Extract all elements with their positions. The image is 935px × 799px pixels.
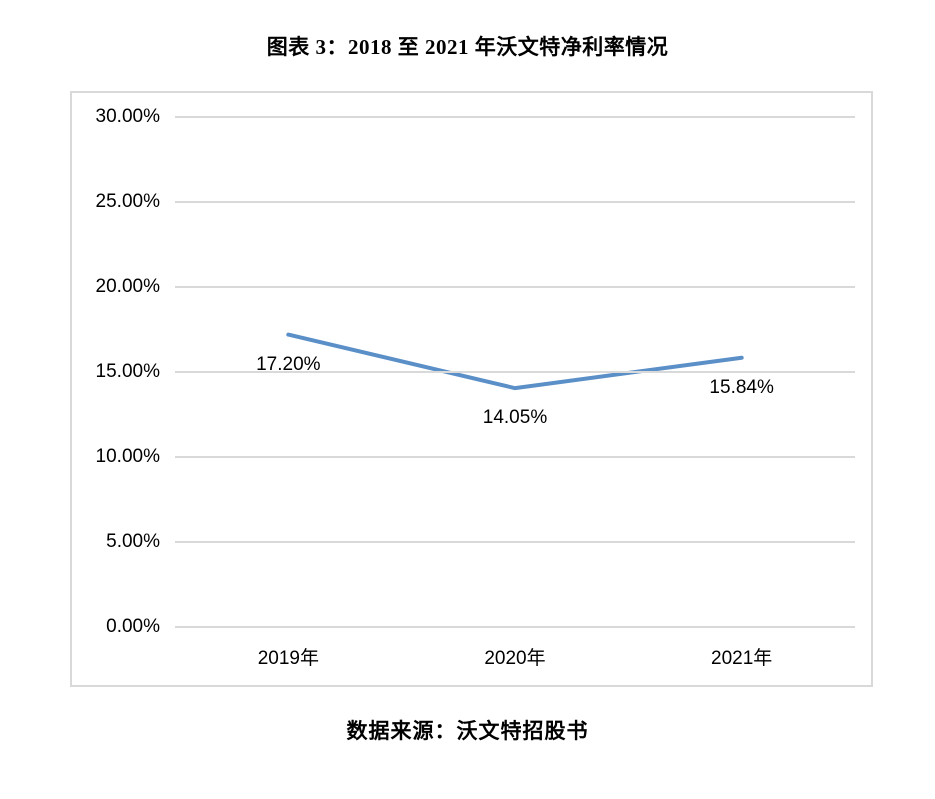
y-axis-tick-label: 0.00% xyxy=(106,616,160,637)
x-axis-tick-label: 2020年 xyxy=(484,648,546,669)
net-margin-line xyxy=(286,332,744,391)
gridline xyxy=(175,626,855,628)
y-axis-tick-label: 5.00% xyxy=(106,531,160,552)
y-axis-tick-label: 30.00% xyxy=(95,106,160,127)
y-axis-tick-label: 20.00% xyxy=(95,276,160,297)
x-axis-tick-label: 2019年 xyxy=(257,648,319,669)
y-axis-tick-label: 15.00% xyxy=(95,361,160,382)
gridline xyxy=(175,541,855,543)
gridline xyxy=(175,116,855,118)
data-point-label: 17.20% xyxy=(256,353,321,375)
line-series-svg xyxy=(286,332,744,391)
gridline xyxy=(175,286,855,288)
chart-area: 30.00% 25.00% 20.00% 15.00% 10.00% 5.00% 0.00%… xyxy=(70,91,873,687)
x-axis-tick-label: 2021年 xyxy=(711,648,773,669)
data-point-label: 14.05% xyxy=(482,407,548,429)
y-axis-tick-label: 10.00% xyxy=(95,446,160,467)
gridline xyxy=(175,201,855,203)
data-point-label: 15.84% xyxy=(709,376,774,398)
gridline xyxy=(175,371,855,373)
source-note: 数据来源：沃文特招股书 xyxy=(346,719,589,743)
y-axis-tick-label: 25.00% xyxy=(95,191,160,212)
gridline xyxy=(175,456,855,458)
chart-title: 图表 3：2018 至 2021 年沃文特净利率情况 xyxy=(266,35,669,59)
